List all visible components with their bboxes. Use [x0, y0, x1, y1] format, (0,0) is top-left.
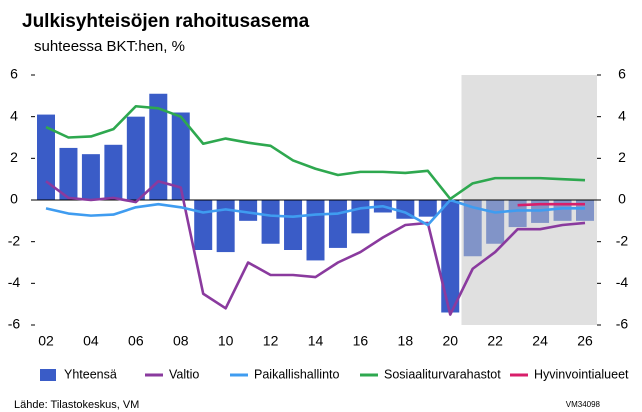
bar [216, 200, 235, 253]
x-tick-label: 26 [577, 333, 593, 349]
chart-title: Julkisyhteisöjen rahoitusasema [22, 11, 310, 32]
bar [418, 200, 437, 217]
bar [463, 200, 482, 257]
bar [306, 200, 325, 261]
y2-tick-label: 0 [618, 191, 626, 207]
bar [508, 200, 527, 228]
y-tick-label: 4 [10, 107, 18, 123]
bar [81, 154, 100, 200]
bar [149, 93, 168, 200]
bar [126, 116, 145, 200]
x-tick-label: 16 [353, 333, 369, 349]
y-tick-label: 6 [10, 66, 18, 82]
y-tick-label: -4 [8, 274, 21, 290]
bar [351, 200, 370, 234]
y-tick-label: 0 [10, 191, 18, 207]
bar [59, 147, 78, 200]
y2-tick-label: 6 [618, 66, 626, 82]
bar [284, 200, 303, 250]
legend-label: Yhteensä [64, 367, 117, 381]
bar [171, 112, 190, 200]
line [45, 104, 586, 201]
y2-tick-label: 2 [618, 149, 626, 165]
y2-tick-label: -6 [616, 316, 629, 332]
legend-label: Paikallishallinto [254, 367, 340, 381]
y2-tick-label: -2 [616, 232, 629, 248]
line [45, 198, 585, 227]
x-tick-label: 14 [308, 333, 324, 349]
x-tick-label: 02 [38, 333, 54, 349]
x-tick-label: 06 [128, 333, 144, 349]
y2-tick-label: 4 [618, 107, 626, 123]
source: Lähde: Tilastokeskus, VM [14, 399, 139, 411]
bar [37, 114, 55, 200]
legend-label: Sosiaaliturvarahastot [384, 367, 501, 381]
y-tick-label: -6 [8, 316, 21, 332]
y-tick-label: 2 [10, 149, 18, 165]
legend-label: Valtio [169, 367, 199, 381]
bar [104, 144, 123, 200]
x-tick-label: 18 [398, 333, 414, 349]
x-tick-label: 20 [442, 333, 458, 349]
x-tick-label: 12 [263, 333, 279, 349]
line [517, 202, 585, 207]
bar [194, 200, 213, 250]
line [45, 179, 586, 316]
x-tick-label: 24 [532, 333, 548, 349]
bar [486, 200, 505, 244]
y2-tick-label: -4 [616, 274, 629, 290]
bar [328, 200, 347, 248]
legend-swatch [40, 369, 56, 381]
chart-subtitle: suhteessa BKT:hen, % [34, 38, 185, 55]
x-tick-label: 04 [83, 333, 99, 349]
x-tick-label: 10 [218, 333, 234, 349]
bar [261, 200, 280, 244]
chart-code: VM34098 [566, 400, 601, 409]
bar [239, 200, 258, 221]
legend-label: Hyvinvointialueet [534, 367, 629, 381]
x-tick-label: 08 [173, 333, 189, 349]
y-tick-label: -2 [8, 232, 21, 248]
x-tick-label: 22 [487, 333, 503, 349]
bar [441, 200, 460, 313]
